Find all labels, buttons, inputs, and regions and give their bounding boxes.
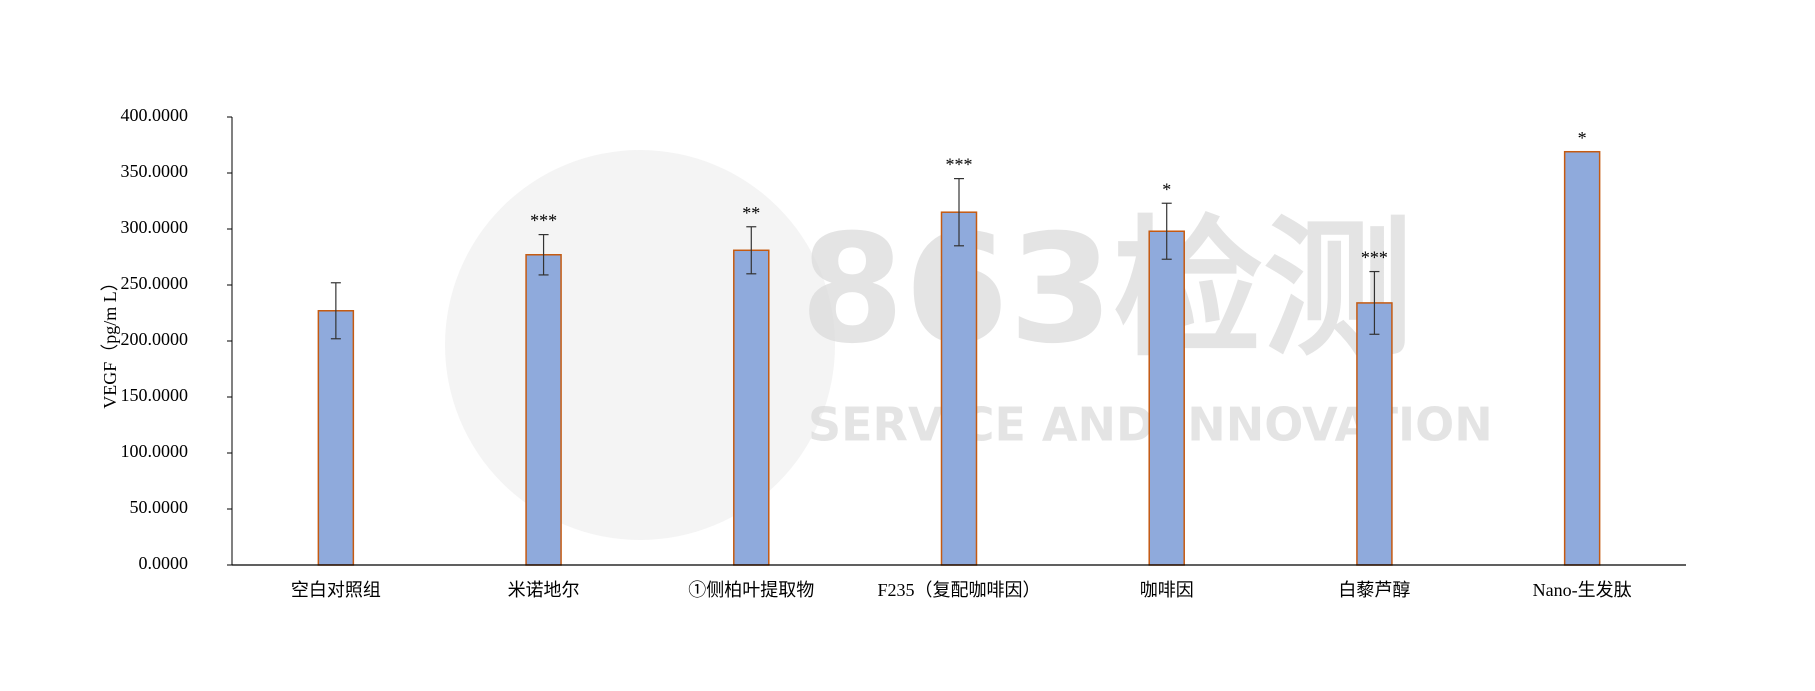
- bar: [1148, 230, 1185, 566]
- x-tick-label: 空白对照组: [291, 580, 381, 600]
- significance-label: ***: [1361, 248, 1388, 268]
- watermark: 863检测: [800, 203, 1413, 377]
- y-tick-label: 350.0000: [121, 161, 189, 181]
- y-tick-label: 50.0000: [130, 497, 189, 517]
- significance-label: *: [1578, 128, 1587, 148]
- y-tick-label: 100.0000: [121, 441, 189, 461]
- x-tick-label: 白藜芦醇: [1338, 580, 1410, 600]
- bar: [525, 254, 562, 566]
- bar: [1356, 302, 1393, 566]
- bar: [317, 310, 355, 566]
- x-tick-label: 咖啡因: [1140, 580, 1194, 600]
- y-tick-label: 0.0000: [139, 553, 189, 573]
- y-tick-label: 200.0000: [121, 329, 189, 349]
- significance-label: ***: [530, 211, 557, 231]
- watermark-logo: [445, 150, 835, 540]
- y-tick-label: 300.0000: [121, 217, 189, 237]
- significance-label: ***: [946, 155, 973, 175]
- bar: [1563, 150, 1601, 566]
- x-tick-label: ①侧柏叶提取物: [688, 580, 814, 600]
- x-tick-label: F235（复配咖啡因）: [877, 580, 1040, 600]
- significance-label: **: [742, 203, 760, 223]
- bar: [940, 211, 978, 566]
- y-axis-label: VEGF（pg/m L）: [100, 273, 120, 409]
- y-tick-label: 150.0000: [121, 385, 189, 405]
- x-tick-label: Nano-生发肽: [1533, 580, 1632, 600]
- bar: [733, 249, 770, 566]
- significance-label: *: [1162, 179, 1171, 199]
- y-tick-label: 400.0000: [121, 105, 189, 125]
- y-tick-label: 250.0000: [121, 273, 189, 293]
- x-tick-label: 米诺地尔: [508, 580, 580, 600]
